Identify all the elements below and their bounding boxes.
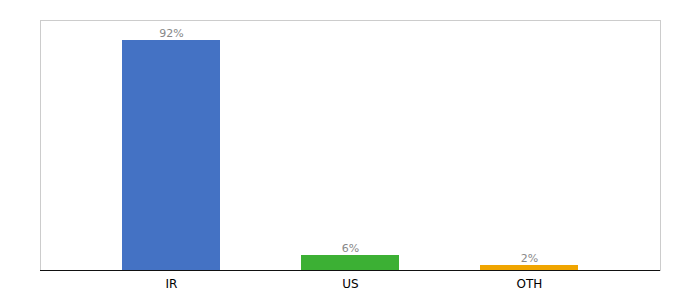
svg-text:OTH: OTH bbox=[517, 277, 543, 291]
svg-text:IR: IR bbox=[166, 277, 178, 291]
svg-text:US: US bbox=[342, 277, 358, 291]
svg-text:2%: 2% bbox=[521, 252, 538, 265]
svg-text:92%: 92% bbox=[159, 27, 183, 40]
svg-text:6%: 6% bbox=[342, 242, 359, 255]
